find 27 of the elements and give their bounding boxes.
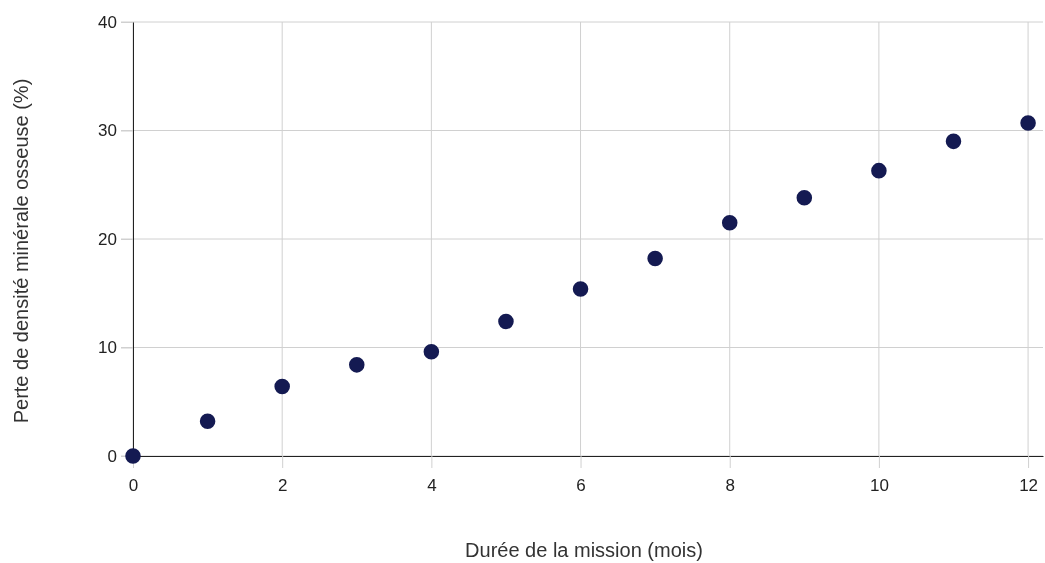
x-axis-title: Durée de la mission (mois) <box>465 539 703 561</box>
point <box>572 281 589 297</box>
y-tick-label: 30 <box>98 121 117 141</box>
point <box>423 344 440 360</box>
x-tick-label: 8 <box>725 476 735 496</box>
point <box>199 413 216 430</box>
x-tick-label: 2 <box>277 476 288 496</box>
point <box>721 214 738 231</box>
x-tick-label: 6 <box>576 476 586 496</box>
point <box>498 313 514 330</box>
point <box>274 378 290 395</box>
y-axis-title: Perte de densité minérale osseuse (%) <box>10 78 32 424</box>
y-tick-label: 10 <box>98 338 117 358</box>
y-tick-label: 0 <box>107 446 117 466</box>
y-tick-label: 40 <box>98 12 117 32</box>
x-tick-label: 0 <box>128 476 139 496</box>
point <box>871 162 887 179</box>
x-tick-label: 10 <box>869 476 889 496</box>
x-tick-label: 4 <box>427 476 437 496</box>
point <box>125 448 141 464</box>
point <box>1020 115 1036 131</box>
y-tick-label: 20 <box>98 229 117 249</box>
point <box>945 133 962 150</box>
point <box>647 250 663 267</box>
point <box>796 190 813 206</box>
point <box>348 357 365 373</box>
x-tick-label: 12 <box>1019 476 1039 496</box>
